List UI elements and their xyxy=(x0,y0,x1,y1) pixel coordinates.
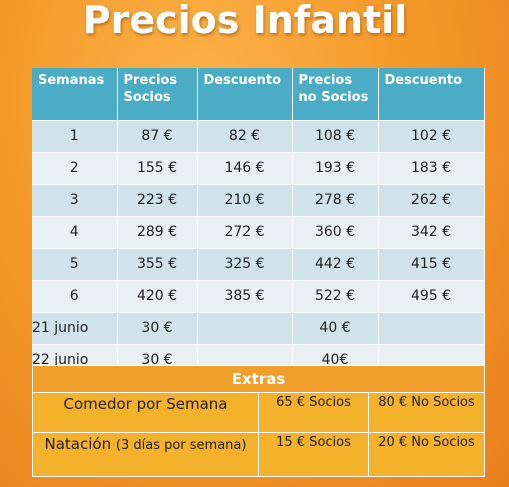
table-cell: 360 € xyxy=(292,215,379,248)
extras-price: 80 € No Socios xyxy=(367,392,486,433)
table-cell: 289 € xyxy=(117,215,198,248)
extras-label: Natación xyxy=(44,435,112,453)
extras-label: Comedor por Semana xyxy=(63,395,228,413)
header-cell: Semanas xyxy=(32,68,118,120)
table-cell: 342 € xyxy=(378,215,485,248)
table-cell: 2 xyxy=(32,151,118,184)
extras-row: Comedor por Semana 65 € Socios 80 € No Soc… xyxy=(32,392,486,433)
table-cell xyxy=(197,311,293,344)
extras-table: Extras Comedor por Semana 65 € Socios 80 €… xyxy=(31,365,486,477)
table-row: 21 junio 30 € 40 € xyxy=(32,311,485,344)
table-cell: 87 € xyxy=(117,119,198,152)
extras-title: Extras xyxy=(31,365,486,393)
header-cell: Precios Socios xyxy=(117,68,198,120)
table-cell: 1 xyxy=(32,119,118,152)
extras-price: 15 € Socios xyxy=(258,432,369,477)
table-cell: 21 junio xyxy=(32,311,118,344)
table-cell: 415 € xyxy=(378,247,485,280)
table-row: 3 223 €210 €278 €262 € xyxy=(32,183,485,216)
table-cell: 262 € xyxy=(378,183,485,216)
table-cell: 210 € xyxy=(197,183,293,216)
extras-label-cell: Comedor por Semana xyxy=(32,392,259,433)
header-cell: Descuento xyxy=(378,68,485,120)
header-cell: Descuento xyxy=(197,68,293,120)
table-cell: 4 xyxy=(32,215,118,248)
table-cell: 5 xyxy=(32,247,118,280)
table-cell xyxy=(378,311,485,344)
table-cell: 155 € xyxy=(117,151,198,184)
table-cell: 146 € xyxy=(197,151,293,184)
extras-row: Natación (3 días por semana) 15 € Socios 2… xyxy=(32,432,486,477)
table-cell: 30 € xyxy=(117,311,198,344)
table-row: 2 155 €146 €193 €183 € xyxy=(32,151,485,184)
extras-price: 20 € No Socios xyxy=(367,432,486,477)
table-row: 4 289 €272 €360 €342 € xyxy=(32,215,485,248)
table-cell: 355 € xyxy=(117,247,198,280)
extras-price: 65 € Socios xyxy=(258,392,369,433)
header-row: Semanas Precios Socios Descuento Precios no… xyxy=(32,68,485,120)
page-title: Precios Infantil xyxy=(82,0,408,42)
table-cell: 6 xyxy=(32,279,118,312)
table-cell: 223 € xyxy=(117,183,198,216)
table-cell: 40 € xyxy=(292,311,379,344)
table-cell: 278 € xyxy=(292,183,379,216)
table-cell: 272 € xyxy=(197,215,293,248)
table-row: 6 420 €385 €522 €495 € xyxy=(32,279,485,312)
table-cell: 108 € xyxy=(292,119,379,152)
table-cell: 442 € xyxy=(292,247,379,280)
table-row: 5 355 €325 €442 €415 € xyxy=(32,247,485,280)
table-cell: 102 € xyxy=(378,119,485,152)
table-cell: 522 € xyxy=(292,279,379,312)
table-cell: 420 € xyxy=(117,279,198,312)
extras-label-cell: Natación (3 días por semana) xyxy=(32,432,259,477)
table-cell: 183 € xyxy=(378,151,485,184)
price-table: Semanas Precios Socios Descuento Precios no… xyxy=(32,68,485,376)
table-cell: 325 € xyxy=(197,247,293,280)
table-row: 1 87 €82 €108 €102 € xyxy=(32,119,485,152)
header-cell: Precios no Socios xyxy=(292,68,379,120)
table-cell: 82 € xyxy=(197,119,293,152)
table-cell: 193 € xyxy=(292,151,379,184)
table-cell: 385 € xyxy=(197,279,293,312)
table-cell: 3 xyxy=(32,183,118,216)
extras-note: (3 días por semana) xyxy=(115,438,247,453)
table-cell: 495 € xyxy=(378,279,485,312)
